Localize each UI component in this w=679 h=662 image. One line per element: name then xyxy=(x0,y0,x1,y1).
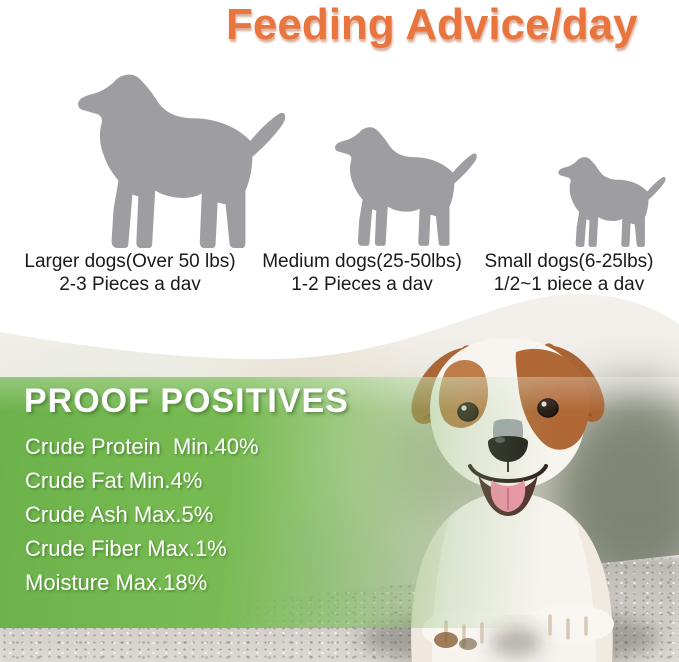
medium-dog-silhouette-icon xyxy=(335,127,477,246)
small-dog-figure xyxy=(550,132,668,250)
medium-dog-amount: 1-2 Pieces a day xyxy=(291,274,433,295)
nutrition-item-ash: Crude Ash Max.5% xyxy=(25,502,214,527)
larger-dog-figure xyxy=(62,60,290,254)
larger-dog-caption: Larger dogs(Over 50 lbs) 2-3 Pieces a da… xyxy=(18,250,242,296)
nutrition-item-moisture: Moisture Max.18% xyxy=(25,570,208,595)
small-dog-amount: 1/2~1 piece a day xyxy=(493,274,645,295)
proof-positives-panel: PROOF POSITIVES Crude Protein Min.40% Cr… xyxy=(0,377,679,628)
photo-section: PROOF POSITIVES Crude Protein Min.40% Cr… xyxy=(0,290,679,662)
small-dog-caption: Small dogs(6-25lbs) 1/2~1 piece a day xyxy=(467,250,671,296)
proof-positives-heading: PROOF POSITIVES xyxy=(24,382,349,420)
larger-dog-amount: 2-3 Pieces a day xyxy=(59,274,201,295)
small-dog-silhouette-icon xyxy=(558,157,666,247)
larger-dog-label: Larger dogs(Over 50 lbs) xyxy=(24,251,236,272)
nutrition-item-protein: Crude Protein Min.40% xyxy=(25,434,259,459)
nutrition-item-fat: Crude Fat Min.4% xyxy=(25,468,203,493)
nutrition-item-fiber: Crude Fiber Max.1% xyxy=(25,536,227,561)
small-dog-label: Small dogs(6-25lbs) xyxy=(484,251,654,272)
wave-divider xyxy=(0,290,679,360)
medium-dog-caption: Medium dogs(25-50lbs) 1-2 Pieces a day xyxy=(255,250,469,296)
page-title: Feeding Advice/day xyxy=(226,0,638,49)
larger-dog-silhouette-icon xyxy=(78,74,286,249)
medium-dog-figure xyxy=(324,104,480,250)
medium-dog-label: Medium dogs(25-50lbs) xyxy=(262,251,462,272)
nutrition-list: Crude Protein Min.40% Crude Fat Min.4% C… xyxy=(25,430,259,600)
